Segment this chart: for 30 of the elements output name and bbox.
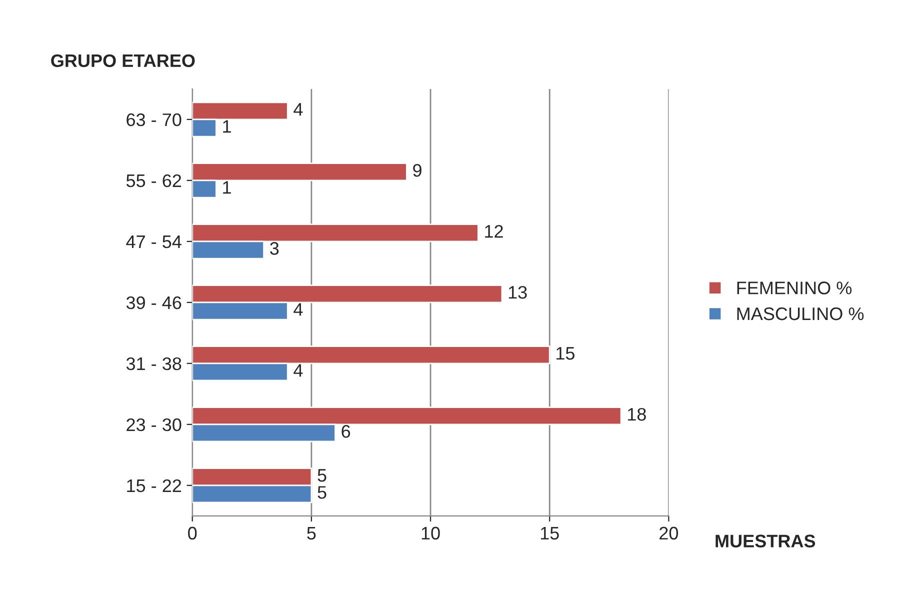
x-tick-label: 0 xyxy=(188,526,197,540)
y-tick-label: 39 - 46 xyxy=(126,296,182,310)
y-axis-title: GRUPO ETAREO xyxy=(51,54,195,68)
data-label: 13 xyxy=(508,286,527,299)
y-tick-label: 63 - 70 xyxy=(126,113,182,126)
data-label: 5 xyxy=(318,469,326,482)
y-tick-label: 55 - 62 xyxy=(126,174,182,188)
y-tick-label: 23 - 30 xyxy=(126,418,182,432)
data-label: 1 xyxy=(223,181,231,194)
y-tick-label: 31 - 38 xyxy=(126,357,182,370)
x-tick-label: 10 xyxy=(422,526,440,540)
x-axis-title: MUESTRAS xyxy=(716,534,816,548)
data-label: 9 xyxy=(413,164,422,177)
legend-label: MASCULINO % xyxy=(737,307,864,320)
data-label: 4 xyxy=(294,103,303,116)
data-label: 3 xyxy=(270,242,279,255)
data-label: 12 xyxy=(485,224,503,238)
data-label: 4 xyxy=(294,364,303,377)
data-label: 1 xyxy=(223,120,231,133)
x-tick-label: 5 xyxy=(307,526,316,540)
y-tick-label: 47 - 54 xyxy=(126,236,182,248)
data-label: 15 xyxy=(556,347,574,360)
x-tick-label: 20 xyxy=(660,526,678,540)
legend-label: FEMENINO % xyxy=(737,282,852,294)
data-label: 6 xyxy=(342,425,350,438)
data-label: 4 xyxy=(294,303,303,316)
y-tick-label: 15 - 22 xyxy=(127,479,182,492)
x-tick-label: 15 xyxy=(540,526,559,540)
data-label: 5 xyxy=(318,486,326,499)
data-label: 18 xyxy=(628,408,646,421)
